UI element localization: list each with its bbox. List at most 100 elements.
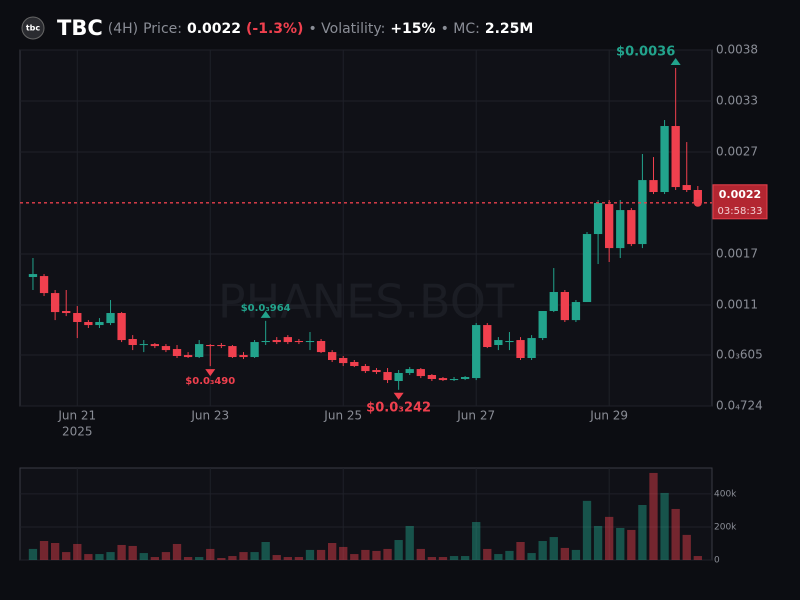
volume-bar [206, 548, 215, 560]
x-tick-label: Jun 29 [589, 409, 628, 423]
volume-bar [693, 556, 702, 560]
candle-body [327, 352, 337, 361]
candle-body [649, 180, 658, 193]
volume-tick-label: 200k [714, 522, 737, 532]
volume-bar [416, 548, 425, 560]
symbol: TBC [57, 16, 103, 40]
candle-body [582, 234, 592, 303]
candle-body [84, 321, 93, 326]
volatility: +15% [390, 21, 435, 37]
candle-body [206, 345, 215, 347]
volume-bar [571, 549, 581, 560]
candle-body [228, 346, 237, 358]
candle-body [217, 345, 226, 347]
candle-body [261, 341, 270, 343]
volume-bar [627, 529, 636, 560]
candle-body [139, 344, 148, 346]
candle-body [106, 313, 115, 324]
volume-bar [616, 527, 625, 560]
candle-body [549, 292, 558, 312]
candle-body [316, 341, 326, 353]
candle-body [460, 377, 470, 380]
y-tick-label: 0.0033 [716, 93, 758, 107]
volume-bar [195, 557, 204, 560]
candle-body [73, 313, 82, 322]
candle-body [161, 346, 171, 351]
candle-body [560, 292, 570, 321]
volume-bar [383, 548, 392, 560]
volume-bar [161, 552, 171, 560]
mc: 2.25M [485, 21, 533, 37]
candle-body [472, 325, 481, 379]
candle-body [483, 325, 492, 348]
candle-body [438, 378, 448, 381]
y-tick-label: 0.0027 [716, 144, 758, 158]
volume-bar [649, 472, 658, 560]
volume-bar [183, 557, 193, 560]
volume-bar [128, 545, 137, 560]
volume-bar [50, 542, 60, 560]
candle-body [50, 293, 60, 313]
y-tick-label: 0.0₄724 [716, 399, 763, 413]
interval: (4H) [108, 21, 138, 37]
candle-body [117, 313, 126, 341]
watermark: PHANES.BOT [218, 275, 515, 329]
change: (-1.3%) [246, 21, 303, 37]
volume-bar [239, 552, 248, 560]
volume-bar [283, 557, 292, 560]
x-tick-label: Jun 21 [57, 409, 96, 423]
candle-body [638, 180, 647, 245]
mc-label: • MC: [441, 21, 480, 37]
volume-bar [150, 557, 160, 560]
candle-body [250, 342, 259, 358]
volume-bar [549, 537, 558, 560]
volume-tick-label: 400k [714, 489, 737, 499]
last-price-label: 0.0022 [719, 188, 761, 201]
candle-body [593, 202, 603, 235]
x-tick-label: Jun 25 [323, 409, 362, 423]
candle-body [239, 355, 248, 358]
candle-body [372, 370, 381, 373]
candle-body [494, 340, 503, 346]
candle-body [28, 274, 38, 278]
volume-bar [339, 546, 348, 560]
y-tick-label: 0.0011 [716, 297, 758, 311]
volume-bar [28, 548, 38, 560]
candle-body [183, 355, 193, 358]
year-label: 2025 [62, 425, 93, 439]
annotation-marker [260, 310, 271, 318]
volume-bar [294, 557, 304, 560]
candle-body [350, 362, 359, 367]
candle-body [571, 302, 581, 321]
annotation-marker [205, 369, 216, 377]
x-tick-label: Jun 27 [456, 409, 495, 423]
volume-bar [483, 548, 492, 560]
candle-body [39, 276, 49, 294]
volume-bar [250, 552, 259, 560]
candle-body [538, 311, 547, 339]
candle-body [283, 337, 292, 343]
x-tick-label: Jun 23 [190, 409, 229, 423]
volume-bar [139, 553, 148, 560]
volume-bar [405, 525, 414, 560]
candle-body [505, 341, 514, 343]
volume-bar [172, 543, 182, 560]
volume-bar [593, 525, 603, 560]
volume-bar [305, 549, 315, 560]
volume-bar [62, 552, 71, 560]
candle-body [671, 126, 680, 188]
last-price-dot [693, 198, 702, 207]
candle-body [605, 204, 614, 249]
volume-bar [95, 554, 104, 560]
token-icon [21, 16, 45, 40]
volume-bar [372, 550, 381, 560]
volume-bar [516, 541, 525, 560]
candle-body [272, 340, 281, 343]
candle-body [361, 366, 370, 372]
candle-body [62, 311, 71, 314]
annotation-label: $0.0₃242 [366, 400, 431, 415]
candle-body [172, 349, 182, 356]
price-label: Price: [143, 21, 182, 37]
volume-bar [316, 549, 326, 560]
